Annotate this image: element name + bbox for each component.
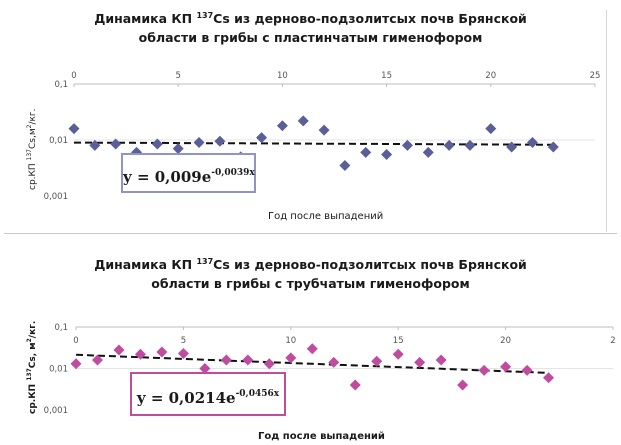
x-tick-label: 5 bbox=[175, 71, 180, 81]
data-point bbox=[464, 139, 476, 151]
data-point bbox=[457, 379, 469, 391]
data-point bbox=[89, 139, 101, 151]
title-text: Динамика КП bbox=[94, 11, 197, 26]
title-line-2: области в грибы с трубчатым гименофором bbox=[151, 276, 470, 291]
data-point bbox=[285, 352, 297, 364]
y-tick-label: 0,001 bbox=[44, 192, 68, 202]
data-point bbox=[306, 343, 318, 355]
data-point bbox=[443, 139, 455, 151]
data-point bbox=[297, 115, 309, 127]
trendline bbox=[75, 353, 549, 374]
chart-title: Динамика КП 137Cs из дерново-подзолитсых… bbox=[0, 6, 621, 47]
chart-panel-tubular: Динамика КП 137Cs из дерново-подзолитсых… bbox=[0, 236, 621, 445]
x-tick-label: 20 bbox=[485, 71, 496, 81]
x-tick-label: 15 bbox=[393, 336, 404, 346]
data-point bbox=[113, 344, 125, 356]
x-tick-label: 20 bbox=[500, 336, 511, 346]
y-tick-label: 0,1 bbox=[54, 323, 68, 333]
data-point bbox=[70, 358, 82, 370]
data-point bbox=[543, 372, 555, 384]
x-tick-label: 2 bbox=[610, 336, 615, 346]
data-point bbox=[91, 354, 103, 366]
data-point bbox=[414, 356, 426, 368]
y-tick-label: 0,01 bbox=[49, 365, 68, 375]
title-superscript: 137 bbox=[196, 257, 214, 266]
y-tick-label: 0,001 bbox=[44, 406, 68, 416]
data-point bbox=[110, 138, 122, 150]
data-point bbox=[214, 135, 226, 147]
data-point bbox=[199, 363, 211, 374]
data-point bbox=[435, 354, 447, 366]
title-text: Cs из дерново-подзолитсых почв Брянской bbox=[213, 257, 527, 272]
data-point bbox=[172, 143, 184, 155]
title-line-2: области в грибы с пластинчатым гименофор… bbox=[138, 30, 483, 45]
chart-title: Динамика КП 137Cs из дерново-подзолитсых… bbox=[0, 252, 621, 293]
trendline bbox=[74, 141, 554, 146]
data-point bbox=[422, 146, 434, 158]
data-point bbox=[328, 356, 340, 368]
data-point bbox=[500, 361, 512, 373]
chart-divider bbox=[4, 233, 617, 234]
data-point bbox=[392, 348, 404, 360]
chart-panel-lamellar: Динамика КП 137Cs из дерново-подзолитсых… bbox=[0, 6, 621, 222]
x-tick-label: 5 bbox=[181, 336, 186, 346]
x-tick-label: 25 bbox=[590, 71, 601, 81]
data-point bbox=[360, 146, 372, 158]
data-point bbox=[68, 123, 80, 135]
chart-border bbox=[606, 10, 607, 232]
data-point bbox=[242, 354, 254, 366]
data-point bbox=[263, 358, 275, 370]
data-point bbox=[193, 137, 205, 149]
data-point bbox=[381, 149, 393, 161]
y-tick-label: 0,1 bbox=[54, 80, 68, 90]
data-point bbox=[276, 120, 288, 132]
data-point bbox=[134, 348, 146, 360]
x-tick-label: 15 bbox=[381, 71, 392, 81]
title-text: Cs из дерново-подзолитсых почв Брянской bbox=[213, 11, 527, 26]
x-axis-label: Год после выпадений bbox=[258, 431, 385, 442]
trendline-equation: y = 0,0214e-0,0456x bbox=[130, 372, 286, 416]
data-point bbox=[547, 141, 559, 153]
data-point bbox=[318, 124, 330, 136]
data-point bbox=[401, 139, 413, 151]
data-point bbox=[151, 138, 163, 150]
data-point bbox=[339, 160, 351, 172]
data-point bbox=[256, 132, 268, 144]
trendline-equation: y = 0,009e-0,0039x bbox=[121, 153, 256, 193]
data-point bbox=[526, 137, 538, 149]
x-tick-label: 0 bbox=[73, 336, 78, 346]
data-point bbox=[156, 346, 168, 358]
x-tick-label: 10 bbox=[285, 336, 296, 346]
data-point bbox=[220, 354, 232, 366]
x-tick-label: 10 bbox=[277, 71, 288, 81]
data-point bbox=[349, 379, 361, 391]
data-point bbox=[506, 141, 518, 153]
data-point bbox=[521, 364, 533, 376]
data-point bbox=[485, 123, 497, 135]
data-point bbox=[371, 355, 383, 367]
data-point bbox=[177, 347, 189, 359]
x-axis-label: Год после выпадений bbox=[268, 211, 384, 222]
title-superscript: 137 bbox=[196, 11, 214, 20]
y-tick-label: 0,01 bbox=[49, 136, 68, 146]
x-tick-label: 0 bbox=[71, 71, 76, 81]
data-point bbox=[478, 364, 490, 376]
title-text: Динамика КП bbox=[94, 257, 197, 272]
